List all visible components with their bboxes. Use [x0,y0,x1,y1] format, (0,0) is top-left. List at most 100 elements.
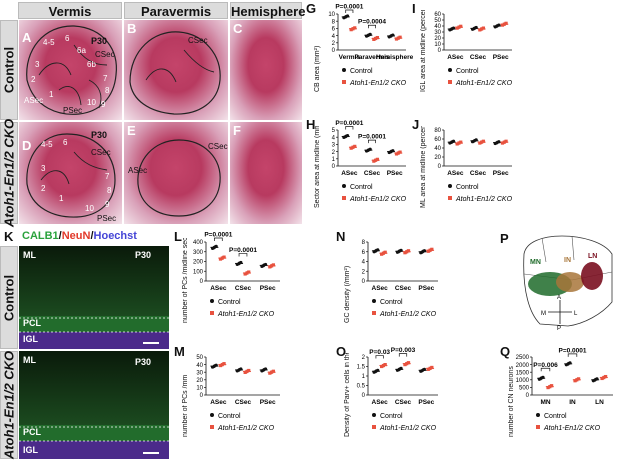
data-point [568,361,572,365]
p-value-label: P=0.03 [369,349,390,356]
x-tick-label: CSec [235,285,252,292]
row-label-cko: Atoh1-En1/2 CKO [0,118,18,228]
data-point [374,36,378,41]
data-point [422,249,426,253]
panel-a-lobule-7: 7 [103,74,108,83]
data-point [368,147,372,151]
y-tick-label: 500 [519,386,530,392]
legend-control-label: Control [380,413,403,420]
legend-marker-cko [448,196,452,200]
data-point [422,367,426,371]
panel-e-csec: CSec [208,142,228,151]
p-value-label: P=0.003 [391,347,416,354]
legend-marker-control [342,184,346,188]
x-tick-label: CSec [395,285,412,292]
axis-lines [443,14,512,51]
chart-l-plot: 0 100 200 300 400 ASec CSec PSec P=0.0001 P=0.000… [193,232,280,318]
chart-g-letter: G [306,1,317,16]
panel-c-letter: C [233,21,243,36]
y-tick-label: 20 [196,378,203,384]
legend-control-label: Control [350,184,373,191]
data-point [573,379,577,383]
y-tick-label: 40 [196,363,203,369]
p-axis-a: A [557,295,561,301]
data-point [398,35,402,39]
y-tick-label: 10 [328,12,335,18]
legend-control-label: Control [350,68,373,75]
data-point [457,25,461,29]
data-point [383,250,387,254]
x-tick-label: ASec [372,399,389,406]
data-point [398,150,402,154]
data-point [405,362,409,366]
data-point [405,250,409,254]
panel-a-lobule-3: 3 [35,60,40,69]
y-tick-label: 50 [196,355,203,361]
data-point [345,133,350,138]
data-point [381,251,385,255]
x-tick-label: Paravermis [354,54,389,61]
x-tick-label: Hemisphere [376,54,414,61]
data-point [245,369,249,374]
k-control-pcl: PCL [23,318,41,328]
y-tick-label: 80 [434,128,441,134]
chart-h-letter: H [306,117,316,132]
y-tick-label: 0.5 [357,384,366,390]
legend-marker-cko [372,311,376,315]
x-tick-label: ASec [210,399,227,406]
legend-marker-control [210,299,214,303]
significance-bracket [567,353,578,357]
data-point [222,255,226,259]
data-point [481,139,486,143]
data-point [391,149,395,153]
y-tick-label: 0 [438,164,442,170]
x-tick-label: PSec [260,399,276,406]
p-value-label: P=0.0004 [358,19,386,26]
k-control-ml: ML [23,250,36,260]
panel-p-letter: P [500,231,509,246]
y-tick-label: 4 [362,260,366,266]
ln-region [581,262,603,290]
panel-d-psec: PSec [97,214,117,223]
panel-d-lobule-6: 6 [63,138,68,147]
p-value-label: P=0.0001 [335,4,363,11]
legend-cko-label: Atoh1-En1/2 CKO [349,196,407,203]
panel-d-letter: D [22,138,32,153]
y-tick-label: 2500 [516,355,530,361]
panel-a-lobule-10: 10 [87,98,96,107]
panel-d-lobule-3: 3 [41,164,46,173]
data-point [478,141,482,145]
panel-a-lobule-2: 2 [31,75,36,84]
legend-marker-cko [342,196,346,200]
chart-o-letter: O [336,344,347,359]
p-value-label: P=0.0001 [229,247,257,254]
chart-m-letter: M [174,344,185,359]
legend-marker-cko [536,425,540,429]
in-region [556,272,584,292]
data-point [541,375,545,379]
y-tick-label: 1 [332,157,336,163]
panel-b-histology: B CSec [124,20,228,120]
panel-d-csec: CSec [91,148,111,157]
chart-l-letter: L [174,229,182,244]
panel-k-stains: CALB1/NeuN/Hoechst [22,230,137,242]
data-point [481,26,486,30]
data-point [406,361,411,365]
legend-marker-cko [372,425,376,429]
legend-control-label: Control [544,413,567,420]
data-point [214,244,218,248]
data-point [396,151,400,155]
y-tick-label: 8 [332,19,336,25]
y-tick-label: 2 [332,150,336,156]
k-control-age: P30 [135,250,152,260]
y-tick-label: 60 [434,12,441,18]
x-tick-label: ASec [447,170,464,177]
significance-bracket [398,353,408,357]
data-point [380,252,384,256]
k-cko-layers [19,351,169,459]
y-tick-label: 8 [362,240,366,246]
panel-a-lobule-8: 8 [105,86,110,95]
y-tick-label: 0 [438,48,442,54]
data-point [263,367,268,371]
